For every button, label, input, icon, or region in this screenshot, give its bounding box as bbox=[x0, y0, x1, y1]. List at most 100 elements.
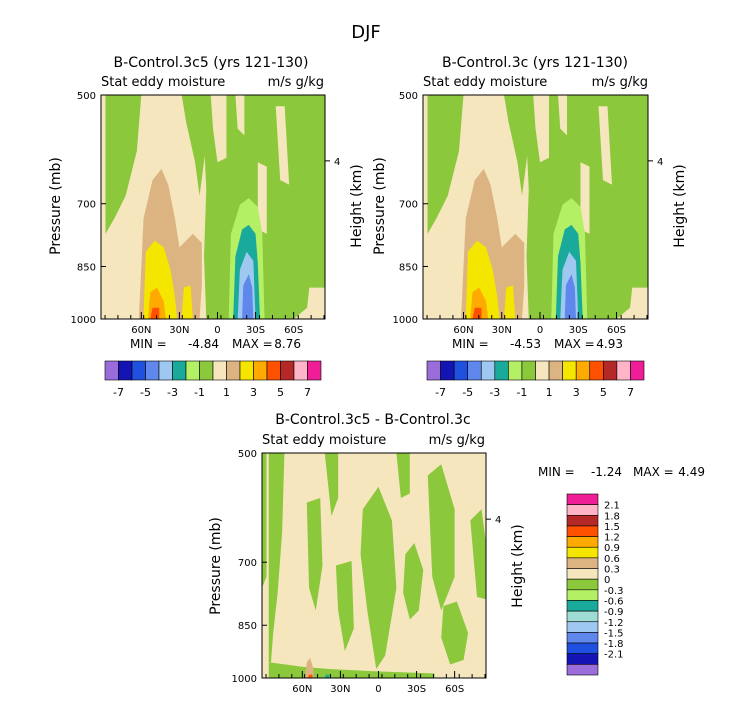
panel-3-xtick-label-3: 30S bbox=[407, 684, 426, 695]
panel-3-contour-green-9 bbox=[441, 601, 469, 665]
panel-3-colorbar-label-9: -0.6 bbox=[604, 596, 624, 607]
panel-3-contour-green-2 bbox=[306, 498, 323, 611]
panel-3-colorbar-box-3 bbox=[566, 525, 599, 537]
panel-2-colorbar-box-14 bbox=[616, 360, 631, 381]
panel-1-colorbar-box-13 bbox=[280, 360, 295, 381]
panel-3-colorbar-box-14 bbox=[566, 642, 599, 655]
panel-3-colorbar-label-12: -1.5 bbox=[604, 628, 624, 639]
panel-2-colorbar-box-6 bbox=[508, 360, 523, 381]
panel-1-colorbar-box-4 bbox=[158, 360, 173, 381]
panel-3-colorbar-label-8: -0.3 bbox=[604, 586, 624, 597]
panel-2-ytick-label-0: 500 bbox=[399, 91, 418, 102]
panel-1-xtick-label-2: 0 bbox=[214, 325, 220, 336]
panel-1-colorbar-label-2: -3 bbox=[167, 386, 178, 399]
panel-1-colorbar-box-1 bbox=[118, 360, 133, 381]
panel-1-contour-cream-16 bbox=[311, 289, 325, 319]
panel-3-colorbar-label-5: 0.6 bbox=[604, 554, 620, 565]
panel-1-colorbar-box-9 bbox=[226, 360, 241, 381]
panel-3-colorbar-label-10: -0.9 bbox=[604, 607, 624, 618]
panel-3-colorbar-box-9 bbox=[566, 589, 599, 601]
panel-1-ytick-label-0: 500 bbox=[77, 91, 96, 102]
panel-2-colorbar-box-7 bbox=[521, 360, 536, 381]
panel-3-ylabel-right: Height (km) bbox=[510, 524, 526, 607]
panel-3-colorbar-box-8 bbox=[566, 578, 599, 591]
panel-3-colorbar-label-3: 1.2 bbox=[604, 533, 620, 544]
panel-2-colorbar-box-2 bbox=[453, 360, 468, 381]
panel-3-colorbar-box-6 bbox=[566, 557, 599, 569]
panel-3-plot: 500 700 850 1000 4 60N 30N 0 30S 60S bbox=[232, 449, 502, 695]
panel-1-colorbar-box-6 bbox=[185, 360, 200, 381]
panel-3-xtick-label-4: 60S bbox=[445, 684, 464, 695]
panel-1-contour-cream-4 bbox=[235, 95, 245, 136]
panel-2-contour-cream-4 bbox=[558, 95, 567, 136]
panel-3-contour-green-4 bbox=[335, 561, 354, 651]
panel-3-colorbar-label-6: 0.3 bbox=[604, 565, 620, 576]
panel-1-colorbar-box-2 bbox=[131, 360, 146, 381]
panel-3-colorbar-label-7: 0 bbox=[604, 575, 610, 586]
panel-2-colorbar-label-6: 5 bbox=[600, 386, 607, 399]
panel-2-contour-medblue-15 bbox=[564, 274, 576, 319]
panel-3-contour-green-1 bbox=[262, 453, 267, 588]
panel-3-ytick-right-label-0: 4 bbox=[495, 515, 501, 526]
panel-3-colorbar-label-1: 1.8 bbox=[604, 511, 620, 522]
panel-1-xtick-label-0: 60N bbox=[131, 325, 151, 336]
panel-2-min-value: -4.53 bbox=[510, 337, 541, 351]
panel-3-contour-teal-13 bbox=[324, 674, 330, 678]
panel-3-contour-tan-12 bbox=[304, 657, 314, 678]
panel-2-xtick-label-0: 60N bbox=[453, 325, 473, 336]
panel-1-colorbar-label-6: 5 bbox=[277, 386, 284, 399]
panel-3-contour-green-7 bbox=[403, 543, 424, 620]
panel-1-ytick-label-3: 1000 bbox=[71, 315, 96, 326]
panel-3-colorbar-box-11 bbox=[566, 610, 599, 623]
panel-2-xtick-label-2: 0 bbox=[537, 325, 543, 336]
panel-1-max-label: MAX = bbox=[232, 337, 273, 351]
panel-2: B-Control.3c (yrs 121-130) Stat eddy moi… bbox=[372, 55, 688, 399]
panel-3-colorbar-label-0: 2.1 bbox=[604, 501, 620, 512]
panel-2-contour-cream-16 bbox=[634, 289, 648, 319]
panel-1-ylabel-right: Height (km) bbox=[349, 164, 365, 247]
panel-2-ylabel-right: Height (km) bbox=[672, 164, 688, 247]
panel-2-contour-cream-3 bbox=[533, 95, 549, 163]
panel-3-title: B-Control.3c5 - B-Control.3c bbox=[275, 412, 471, 428]
panel-2-colorbar-box-13 bbox=[603, 360, 618, 381]
panel-1-colorbar-box-0 bbox=[104, 360, 119, 381]
panel-2-min-label: MIN = bbox=[452, 337, 489, 351]
panel-1-contour-cream-3 bbox=[210, 95, 227, 163]
panel-2-title: B-Control.3c (yrs 121-130) bbox=[442, 55, 628, 71]
panel-3-colorbar-box-4 bbox=[566, 536, 599, 548]
panel-3-ylabel: Pressure (mb) bbox=[208, 517, 224, 615]
panel-1-colorbar-box-8 bbox=[212, 360, 227, 381]
panel-1-colorbar-box-11 bbox=[253, 360, 268, 381]
panel-2-xtick-label-4: 60S bbox=[607, 325, 626, 336]
panel-2-frame bbox=[422, 94, 649, 320]
panel-2-colorbar: -7 -5 -3 -1 1 3 5 7 bbox=[426, 360, 645, 399]
panel-3: B-Control.3c5 - B-Control.3c Stat eddy m… bbox=[208, 412, 705, 695]
panel-3-colorbar-box-10 bbox=[566, 600, 599, 612]
panel-1-colorbar-box-5 bbox=[172, 360, 187, 381]
panel-3-colorbar-label-14: -2.1 bbox=[604, 650, 624, 661]
panel-1-colorbar-label-4: 1 bbox=[223, 386, 230, 399]
panel-2-plot: 500 700 850 1000 4 60N 30N 0 30S 60S bbox=[393, 91, 664, 336]
panel-1-colorbar: -7 -5 -3 -1 1 3 5 7 bbox=[104, 360, 322, 399]
panel-2-colorbar-box-3 bbox=[467, 360, 482, 381]
panel-3-ytick-label-3: 1000 bbox=[232, 674, 257, 685]
panel-2-colorbar-box-5 bbox=[494, 360, 509, 381]
panel-3-max-value: 4.49 bbox=[678, 465, 705, 479]
panel-3-colorbar-label-11: -1.2 bbox=[604, 618, 624, 629]
panel-3-colorbar-box-12 bbox=[566, 621, 599, 633]
panel-1-colorbar-label-1: -5 bbox=[140, 386, 151, 399]
panel-2-colorbar-label-5: 3 bbox=[573, 386, 580, 399]
panel-1-contours bbox=[105, 95, 325, 319]
panel-2-ytick-right-label-0: 4 bbox=[657, 157, 663, 168]
panel-2-ytick-label-2: 850 bbox=[399, 262, 418, 273]
panel-1-min-label: MIN = bbox=[130, 337, 167, 351]
panel-2-contour-cream-6 bbox=[580, 162, 590, 234]
panel-2-colorbar-label-3: -1 bbox=[516, 386, 527, 399]
panel-2-colorbar-box-11 bbox=[575, 360, 591, 381]
panel-1-xtick-label-4: 60S bbox=[284, 325, 303, 336]
panel-2-colorbar-label-0: -7 bbox=[435, 386, 446, 399]
panel-2-colorbar-label-2: -3 bbox=[489, 386, 500, 399]
panel-2-colorbar-box-9 bbox=[548, 360, 563, 381]
panel-3-colorbar: 2.11.81.51.20.90.60.30-0.3-0.6-0.9-1.2-1… bbox=[566, 493, 624, 676]
